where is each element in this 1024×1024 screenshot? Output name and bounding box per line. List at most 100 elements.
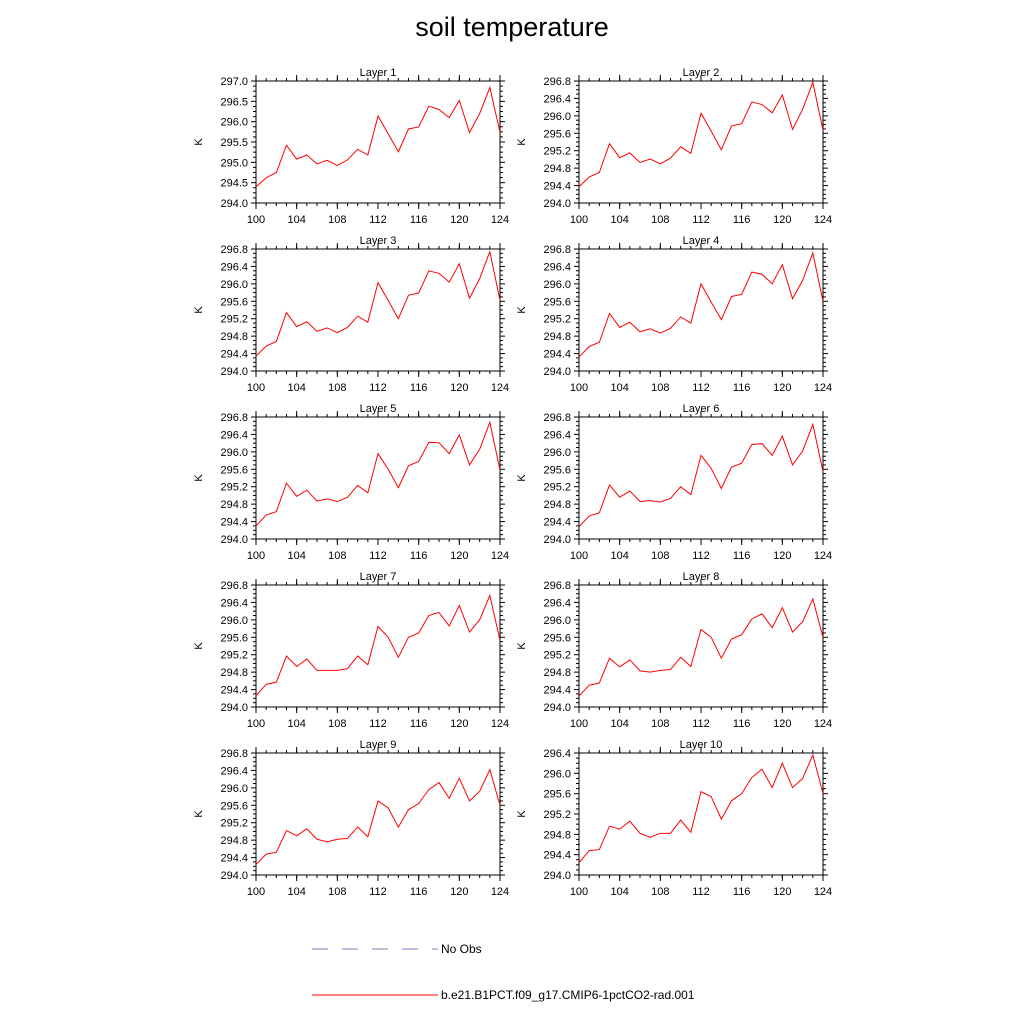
panel-title: Layer 3: [360, 235, 397, 247]
y-tick-label: 294.4: [543, 517, 571, 529]
x-tick-label: 120: [450, 214, 468, 226]
x-tick-label: 100: [570, 886, 588, 898]
x-tick-label: 120: [773, 550, 791, 562]
plot-frame: [255, 80, 501, 204]
x-tick-label: 104: [287, 382, 305, 394]
x-tick-label: 116: [410, 718, 428, 730]
chart-panel-layer-3: Layer 3 294.0 294.4 294.8 295.2 295.6 296.0 296…: [193, 235, 509, 394]
y-axis-label: K: [193, 474, 205, 482]
y-tick-label: 296.0: [220, 783, 248, 795]
x-tick-label: 100: [247, 886, 265, 898]
x-tick-label: 104: [610, 886, 628, 898]
y-tick-label: 296.4: [543, 597, 571, 609]
y-tick-label: 297.0: [220, 76, 248, 88]
y-tick-label: 295.2: [220, 482, 248, 494]
y-tick-label: 294.0: [220, 366, 248, 378]
chart-panel-layer-6: Layer 6 294.0 294.4 294.8 295.2 295.6 296.0 296…: [516, 403, 832, 562]
x-tick-label: 124: [814, 886, 832, 898]
x-tick-label: 124: [814, 550, 832, 562]
y-tick-label: 296.8: [220, 412, 248, 424]
plot-frame: [578, 752, 824, 876]
plot-frame: [578, 584, 824, 708]
x-tick-label: 116: [733, 886, 751, 898]
x-tick-label: 116: [733, 382, 751, 394]
x-tick-label: 112: [692, 214, 710, 226]
y-tick-label: 294.8: [220, 835, 248, 847]
y-tick-label: 294.8: [543, 331, 571, 343]
panel-title: Layer 5: [360, 403, 397, 415]
series-line-1: [578, 80, 824, 188]
series-line-1: [578, 597, 824, 697]
y-axis-label: K: [516, 474, 528, 482]
x-tick-label: 112: [369, 886, 387, 898]
y-axis-label: K: [193, 306, 205, 314]
y-tick-label: 296.8: [543, 244, 571, 256]
y-tick-label: 294.4: [220, 685, 248, 697]
y-tick-label: 296.4: [543, 429, 571, 441]
x-tick-label: 108: [651, 550, 669, 562]
x-tick-label: 104: [610, 214, 628, 226]
series-line-1: [255, 420, 501, 527]
y-tick-label: 294.8: [543, 499, 571, 511]
panel-title: Layer 8: [683, 571, 720, 583]
x-tick-label: 112: [369, 718, 387, 730]
plot-frame: [578, 80, 824, 204]
x-tick-label: 108: [328, 718, 346, 730]
y-tick-label: 294.8: [220, 499, 248, 511]
y-tick-label: 294.0: [220, 198, 248, 210]
chart-panel-layer-5: Layer 5 294.0 294.4 294.8 295.2 295.6 296.0 296…: [193, 403, 509, 562]
y-tick-label: 296.4: [220, 261, 248, 273]
x-tick-label: 124: [491, 718, 509, 730]
y-tick-label: 295.2: [220, 818, 248, 830]
y-tick-label: 295.6: [543, 789, 571, 801]
y-tick-label: 296.8: [543, 412, 571, 424]
x-tick-label: 120: [450, 718, 468, 730]
y-tick-label: 295.2: [543, 146, 571, 158]
y-tick-label: 296.8: [220, 748, 248, 760]
y-tick-label: 296.4: [220, 597, 248, 609]
x-tick-label: 108: [651, 886, 669, 898]
y-tick-label: 295.5: [220, 137, 248, 149]
x-tick-label: 124: [814, 382, 832, 394]
series-line-1: [578, 251, 824, 358]
y-tick-label: 296.8: [220, 244, 248, 256]
y-tick-label: 296.8: [543, 580, 571, 592]
plot-frame: [255, 248, 501, 372]
legend: No Obs b.e21.B1PCT.f09_g17.CMIP6-1pctCO2-…: [312, 942, 695, 1002]
y-tick-label: 296.0: [543, 111, 571, 123]
x-tick-label: 100: [570, 550, 588, 562]
x-tick-label: 120: [450, 550, 468, 562]
chart-panel-layer-1: Layer 1 294.0 294.5 295.0 295.5 296.0 296.5 297…: [193, 67, 509, 226]
x-tick-label: 100: [570, 382, 588, 394]
y-tick-label: 294.4: [543, 685, 571, 697]
x-tick-label: 108: [651, 382, 669, 394]
y-tick-label: 296.4: [543, 261, 571, 273]
y-tick-label: 296.0: [543, 768, 571, 780]
x-tick-label: 120: [773, 718, 791, 730]
x-tick-label: 100: [570, 214, 588, 226]
y-tick-label: 296.0: [543, 279, 571, 291]
y-tick-label: 295.6: [543, 464, 571, 476]
series-line-1: [255, 768, 501, 865]
y-tick-label: 294.4: [220, 349, 248, 361]
y-tick-label: 294.8: [220, 331, 248, 343]
panel-title: Layer 1: [360, 67, 397, 79]
plot-frame: [255, 416, 501, 540]
y-tick-label: 296.0: [220, 279, 248, 291]
x-tick-label: 108: [328, 382, 346, 394]
y-tick-label: 295.0: [220, 157, 248, 169]
y-tick-label: 294.0: [543, 702, 571, 714]
y-tick-label: 296.4: [543, 748, 571, 760]
panel-title: Layer 4: [683, 235, 720, 247]
plot-frame: [255, 584, 501, 708]
y-tick-label: 295.2: [543, 809, 571, 821]
series-line-1: [255, 85, 501, 188]
x-tick-label: 108: [328, 214, 346, 226]
y-tick-label: 296.4: [220, 765, 248, 777]
x-tick-label: 104: [610, 550, 628, 562]
legend-label-no-obs: No Obs: [441, 942, 482, 956]
y-tick-label: 294.4: [220, 853, 248, 865]
x-tick-label: 124: [491, 886, 509, 898]
